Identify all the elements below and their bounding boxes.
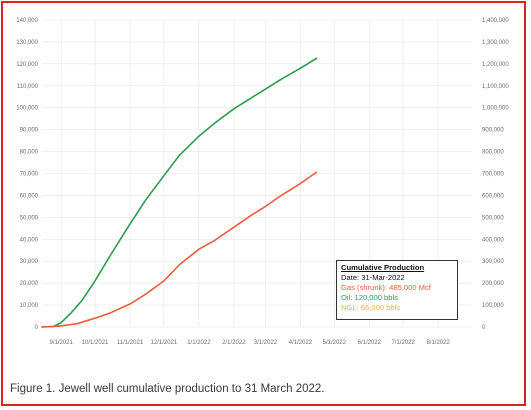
y-right-tick-label: 800,000 bbox=[482, 150, 504, 156]
y-left-tick-label: 130,000 bbox=[16, 40, 38, 46]
y-left-tick-label: 80,000 bbox=[20, 150, 39, 156]
x-tick-label: 10/1/2021 bbox=[82, 340, 109, 346]
y-right-tick-label: 400,000 bbox=[482, 237, 504, 243]
y-left-tick-label: 60,000 bbox=[20, 193, 39, 199]
x-tick-label: 11/1/2021 bbox=[117, 340, 144, 346]
y-right-tick-label: 1,400,000 bbox=[482, 18, 509, 24]
y-left-tick-label: 0 bbox=[35, 325, 39, 331]
x-tick-label: 9/1/2021 bbox=[50, 340, 74, 346]
y-left-tick-label: 100,000 bbox=[16, 106, 38, 112]
y-right-tick-label: 100,000 bbox=[482, 303, 504, 309]
y-right-tick-label: 300,000 bbox=[482, 259, 504, 265]
x-tick-label: 6/1/2022 bbox=[358, 340, 382, 346]
x-tick-label: 12/1/2021 bbox=[151, 340, 178, 346]
x-tick-label: 7/1/2022 bbox=[391, 340, 415, 346]
y-left-tick-label: 140,000 bbox=[16, 18, 38, 24]
y-left-tick-label: 90,000 bbox=[20, 128, 39, 134]
x-tick-label: 4/1/2022 bbox=[289, 340, 313, 346]
y-right-tick-label: 1,200,000 bbox=[482, 62, 509, 68]
y-left-tick-label: 10,000 bbox=[20, 303, 39, 309]
legend-date: Date: 31-Mar-2022 bbox=[341, 273, 405, 282]
y-right-tick-label: 700,000 bbox=[482, 172, 504, 178]
series-line-oil bbox=[41, 57, 318, 328]
legend-title: Cumulative Production bbox=[341, 263, 425, 272]
y-left-tick-label: 110,000 bbox=[17, 84, 39, 90]
legend-oil: Oil: 120,000 bbls bbox=[341, 293, 398, 302]
y-right-tick-label: 900,000 bbox=[482, 128, 504, 134]
x-tick-label: 2/1/2022 bbox=[222, 340, 246, 346]
y-left-tick-label: 20,000 bbox=[20, 281, 39, 287]
legend-gas: Gas (shrunk): 485,000 Mcf bbox=[341, 283, 431, 292]
figure-caption: Figure 1. Jewell well cumulative product… bbox=[10, 383, 325, 395]
y-left-tick-label: 120,000 bbox=[16, 62, 38, 68]
x-tick-label: 8/1/2022 bbox=[426, 340, 450, 346]
y-left-tick-label: 50,000 bbox=[20, 215, 39, 221]
y-right-tick-label: 500,000 bbox=[482, 215, 504, 221]
y-left-tick-label: 70,000 bbox=[20, 172, 39, 178]
x-tick-label: 3/1/2022 bbox=[254, 340, 278, 346]
x-tick-label: 1/1/2022 bbox=[187, 340, 211, 346]
y-right-tick-label: 200,000 bbox=[482, 281, 504, 287]
grid-lines bbox=[42, 19, 472, 328]
y-axis-right-ticks: 0 100,000 200,000 300,000 400,000 500,000 600,… bbox=[482, 18, 509, 331]
y-axis-left-ticks: 0 10,000 20,000 30,000 40,000 50,000 60,000 70,… bbox=[16, 18, 38, 331]
x-tick-label: 5/1/2022 bbox=[323, 340, 347, 346]
x-axis-ticks: 9/1/2021 10/1/2021 11/1/2021 12/1/2021 1/1/2… bbox=[50, 340, 451, 346]
chart-frame bbox=[1, 1, 526, 406]
y-right-tick-label: 1,100,000 bbox=[482, 84, 509, 90]
y-right-tick-label: 0 bbox=[482, 325, 486, 331]
y-left-tick-label: 30,000 bbox=[20, 259, 39, 265]
legend-ngl: NGL: 66,000 bbls bbox=[341, 303, 401, 312]
series-line-gas bbox=[41, 171, 318, 328]
y-right-tick-label: 1,300,000 bbox=[482, 40, 509, 46]
legend-box: Cumulative Production Date: 31-Mar-2022 … bbox=[336, 260, 458, 320]
y-right-tick-label: 600,000 bbox=[482, 193, 504, 199]
series-lines bbox=[41, 57, 318, 328]
y-left-tick-label: 40,000 bbox=[20, 237, 39, 243]
y-right-tick-label: 1,000,000 bbox=[482, 106, 509, 112]
